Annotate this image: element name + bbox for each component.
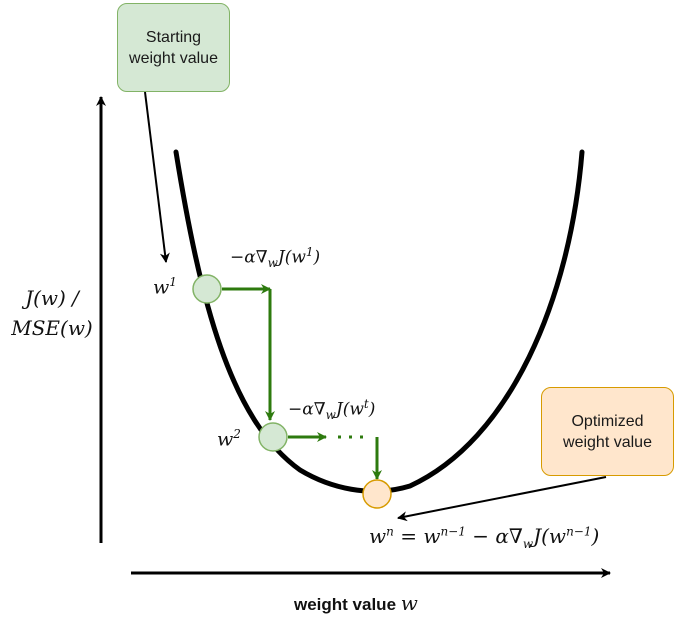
- y-axis-label-line1: J(w) /: [25, 286, 79, 310]
- upd-sub: w: [522, 537, 534, 551]
- g1-sup: 1: [305, 245, 314, 259]
- optimized-box-line2: weight value: [563, 433, 652, 451]
- y-axis-label-line2: MSE(w): [11, 316, 93, 340]
- label-w2-base: w: [217, 428, 234, 451]
- x-axis-label: weight value w: [294, 591, 418, 615]
- upd-fn-sup: n−1: [566, 524, 592, 539]
- x-axis-label-text: weight value: [294, 595, 397, 614]
- gradient-step-label-t: −α∇wJ(wt): [288, 397, 375, 422]
- gt-close: ): [368, 399, 376, 420]
- label-w1-sup: 1: [169, 275, 177, 289]
- y-axis-label: J(w) / MSE(w): [2, 283, 102, 343]
- g1-sub: w: [267, 256, 278, 271]
- point-w2: [258, 422, 288, 452]
- point-optimum: [362, 479, 392, 509]
- starting-box-line1: Starting: [145, 28, 202, 46]
- g1-close: ): [313, 247, 321, 268]
- optimized-pointer-arrow: [397, 476, 607, 522]
- cost-curve: [173, 149, 585, 494]
- upd-minus: − α∇: [465, 524, 523, 548]
- label-w2: w2: [217, 427, 241, 450]
- upd-close: ): [591, 524, 600, 548]
- label-w1: w1: [153, 275, 177, 298]
- starting-weight-box: Starting weight value: [117, 3, 230, 92]
- upd-prev-sup: n−1: [440, 524, 466, 539]
- x-axis-label-var: w: [400, 591, 418, 615]
- upd-eq: = w: [393, 524, 441, 548]
- upd-lhs-sup: n: [386, 524, 394, 539]
- g1-prefix: −α∇: [230, 247, 268, 268]
- point-w1: [192, 274, 222, 304]
- gradient-step-label-1: −α∇wJ(w1): [230, 245, 320, 270]
- label-w2-sup: 2: [233, 427, 241, 441]
- gt-sub: w: [325, 408, 336, 423]
- gt-prefix: −α∇: [288, 399, 326, 420]
- starting-box-line2: weight value: [129, 49, 218, 67]
- gt-fn: J(w: [335, 399, 364, 420]
- upd-lhs: w: [369, 524, 387, 548]
- update-rule-equation: wn = wn−1 − α∇wJ(wn−1): [369, 524, 599, 551]
- upd-fn: J(w: [533, 524, 567, 548]
- optimized-box-line1: Optimized: [571, 412, 644, 430]
- g1-fn: J(w: [277, 247, 306, 268]
- label-w1-base: w: [153, 276, 170, 299]
- start-pointer-arrow: [144, 91, 170, 263]
- gt-sup: t: [363, 397, 369, 411]
- optimized-weight-box: Optimized weight value: [541, 387, 674, 476]
